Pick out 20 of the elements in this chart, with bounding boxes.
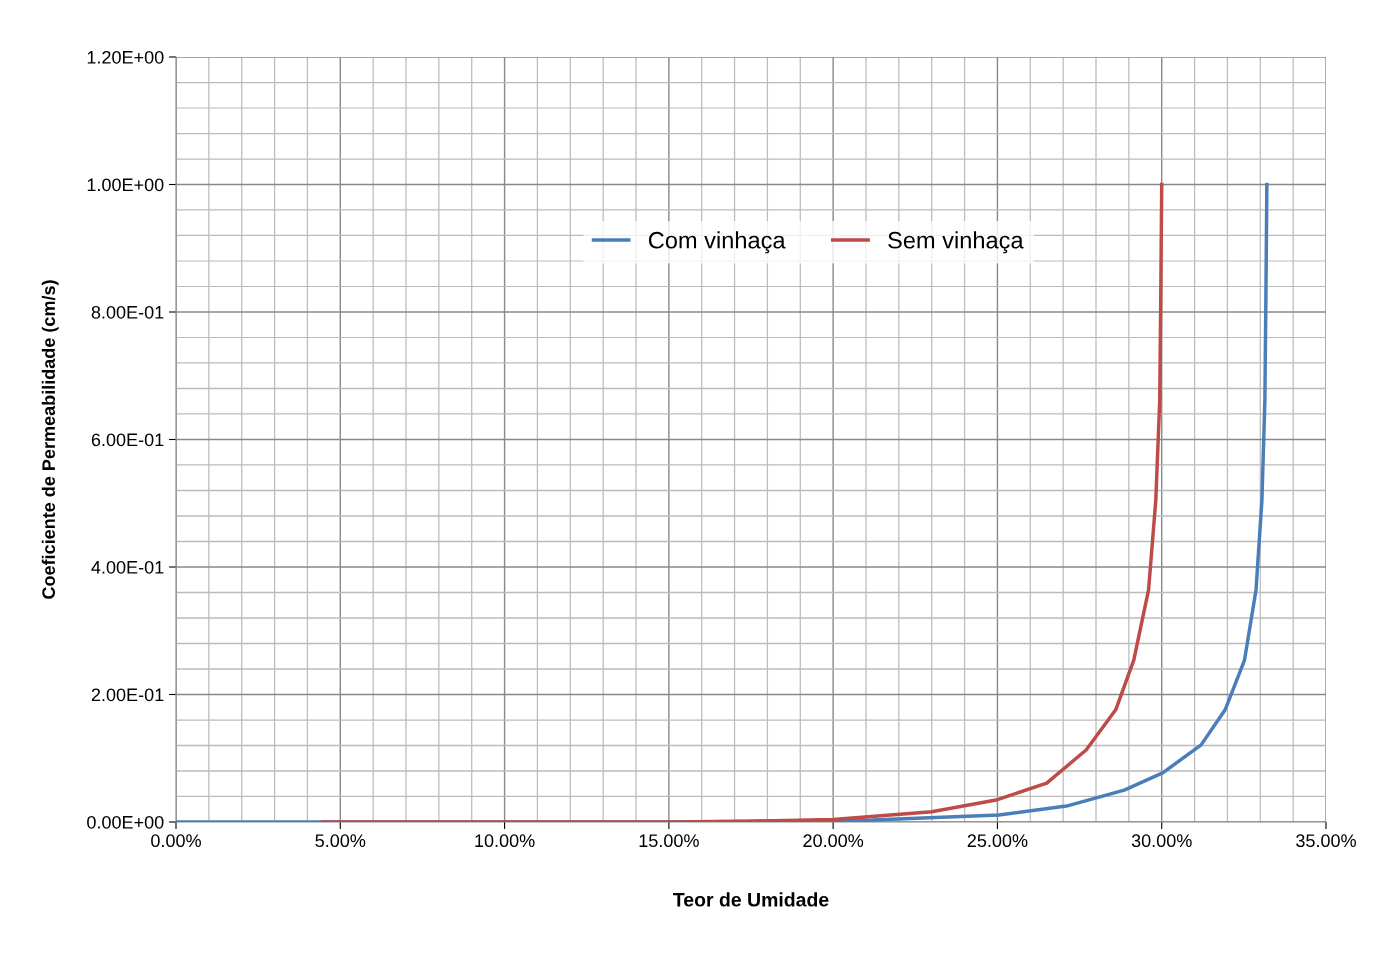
x-tick-label: 15.00%: [639, 834, 699, 848]
y-tick-label: 4.00E-01: [91, 560, 164, 574]
x-tick-label: 0.00%: [151, 834, 201, 848]
x-axis-title: Teor de Umidade: [673, 892, 829, 907]
y-tick-label: 1.20E+00: [87, 50, 164, 64]
x-tick-label: 35.00%: [1296, 834, 1356, 848]
line-series: [320, 182, 1164, 822]
x-tick-label: 30.00%: [1131, 834, 1192, 848]
y-tick-label: 0.00E+00: [87, 815, 164, 829]
x-tick-label: 5.00%: [315, 834, 366, 848]
y-tick-label: 1.00E+00: [87, 178, 164, 192]
x-tick-label: 20.00%: [803, 834, 864, 848]
x-tick-label: 25.00%: [967, 834, 1028, 848]
y-tick-label: 8.00E-01: [91, 305, 164, 319]
y-axis-title: Coeficiente de Permeabilidade (cm/s): [41, 280, 59, 599]
legend-label: Com vinhaça: [648, 231, 786, 254]
y-tick-label: 2.00E-01: [91, 688, 164, 702]
legend-label: Sem vinhaça: [888, 231, 1024, 254]
y-tick-label: 6.00E-01: [91, 433, 164, 447]
x-tick-label: 10.00%: [475, 834, 535, 848]
